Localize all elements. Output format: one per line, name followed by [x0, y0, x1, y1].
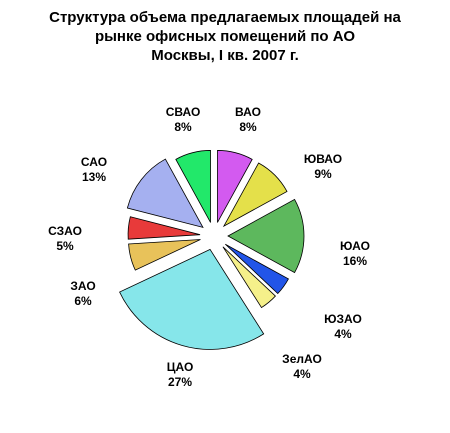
- chart-title-line-2: рынке офисных помещений по АО: [94, 28, 356, 45]
- slice-name-label-8: СЗАО: [48, 224, 82, 238]
- slice-name-label-10: СВАО: [166, 105, 201, 119]
- slice-name-label-4: ЮЗАО: [324, 312, 362, 326]
- slice-percent-label-7: 6%: [74, 294, 92, 308]
- pie-slice-10: [175, 150, 211, 223]
- slice-percent-label-8: 5%: [56, 239, 74, 253]
- slice-name-label-5: ЗелАО: [282, 352, 322, 366]
- pie-slice-1: [217, 150, 253, 223]
- chart-title-line-3: Москвы, I кв. 2007 г.: [151, 47, 299, 64]
- slice-percent-label-4: 4%: [334, 327, 352, 341]
- pie-slice-8: [127, 216, 201, 240]
- chart-title-line-1: Структура объема предлагаемых площадей н…: [49, 9, 401, 26]
- slice-percent-label-1: 8%: [239, 120, 257, 134]
- slice-percent-label-10: 8%: [174, 120, 192, 134]
- slice-name-label-7: ЗАО: [70, 279, 95, 293]
- slice-name-label-3: ЮАО: [340, 239, 370, 253]
- pie-slice-4: [225, 243, 289, 295]
- slice-percent-label-2: 9%: [314, 167, 332, 181]
- slice-percent-label-3: 16%: [343, 254, 367, 268]
- pie-slice-5: [222, 246, 276, 309]
- slice-percent-label-5: 4%: [293, 367, 311, 381]
- slice-name-label-1: ВАО: [235, 105, 261, 119]
- slice-name-label-9: САО: [81, 155, 107, 169]
- slice-percent-label-9: 13%: [82, 170, 106, 184]
- pie-slice-3: [227, 198, 305, 274]
- pie-slice-2: [222, 162, 288, 228]
- slice-name-label-6: ЦАО: [167, 360, 194, 374]
- slice-name-label-2: ЮВАО: [304, 152, 342, 166]
- pie-slice-6: [119, 248, 265, 350]
- chart-title: Структура объема предлагаемых площадей н…: [0, 8, 450, 65]
- pie-slice-9: [126, 158, 204, 229]
- pie-slice-7: [128, 239, 201, 271]
- slice-percent-label-6: 27%: [168, 375, 192, 389]
